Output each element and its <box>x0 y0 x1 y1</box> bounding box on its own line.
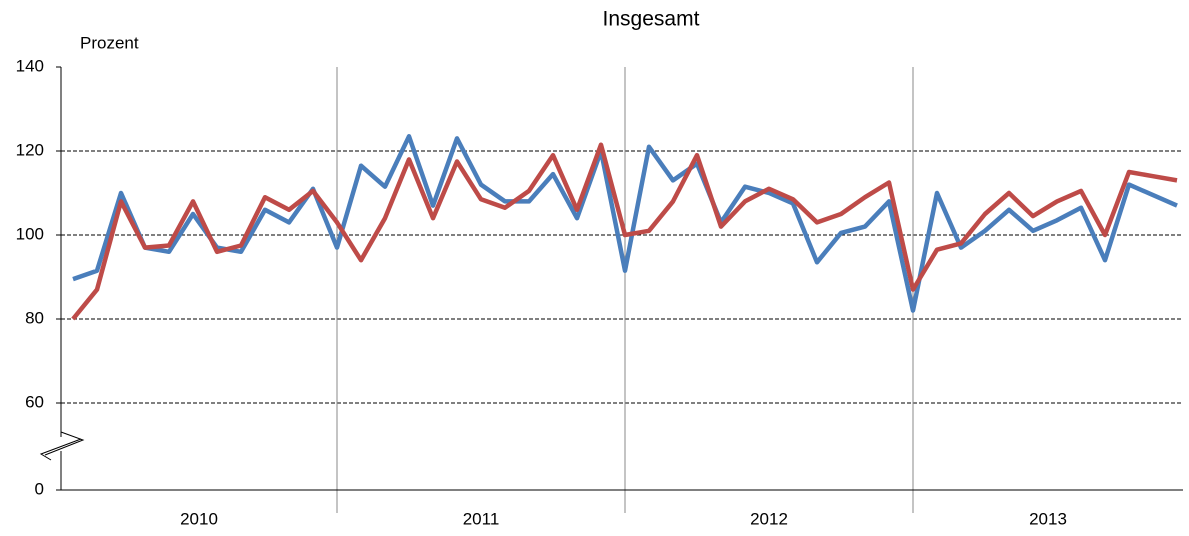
x-group-label: 2010 <box>180 509 218 528</box>
series-line <box>71 142 1178 321</box>
y-tick-label: 120 <box>16 140 44 159</box>
axis-break-gap <box>41 437 81 451</box>
y-tick-label: 80 <box>25 308 44 327</box>
x-group-label: 2013 <box>1029 509 1067 528</box>
chart-title: Insgesamt <box>603 8 700 31</box>
x-group-label: 2011 <box>463 509 500 528</box>
y-tick-label: 140 <box>16 56 44 75</box>
y-axis-label: Prozent <box>80 33 139 52</box>
axis-break <box>44 431 85 456</box>
x-group-label: 2012 <box>750 509 788 528</box>
series-line <box>72 134 1178 313</box>
y-tick-label: 60 <box>25 392 44 411</box>
axis-break <box>39 438 82 461</box>
y-tick-label: 100 <box>16 224 44 243</box>
y-tick-label: 0 <box>35 479 44 498</box>
